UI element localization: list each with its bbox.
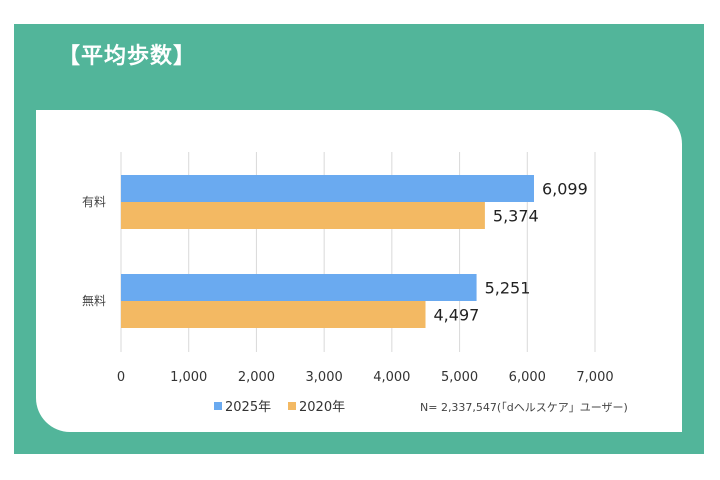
category-label: 無料 [82,293,106,308]
chart-title: 【平均歩数】 [58,44,197,69]
bar [121,202,485,229]
legend-label: 2020年 [299,400,345,415]
category-label: 有料 [82,195,106,209]
data-label: 5,374 [493,207,539,226]
x-tick-label: 4,000 [373,370,410,385]
data-label: 5,251 [485,279,531,298]
chart-panel [36,110,682,432]
bar [121,274,477,301]
legend-label: 2025年 [225,400,271,415]
x-tick-label: 7,000 [576,370,613,385]
x-tick-label: 2,000 [238,370,275,385]
legend-swatch [288,402,296,410]
sample-size-note: N= 2,337,547(「dヘルスケア」ユーザー) [420,401,628,414]
data-label: 4,497 [434,306,480,325]
data-label: 6,099 [542,180,588,199]
x-tick-label: 6,000 [509,370,546,385]
x-tick-label: 5,000 [441,370,478,385]
x-tick-label: 0 [117,370,125,385]
bar [121,175,534,202]
x-tick-label: 3,000 [306,370,343,385]
bar [121,301,426,328]
x-tick-label: 1,000 [170,370,207,385]
chart-frame: 【平均歩数】 [14,24,704,454]
legend-swatch [214,402,222,410]
